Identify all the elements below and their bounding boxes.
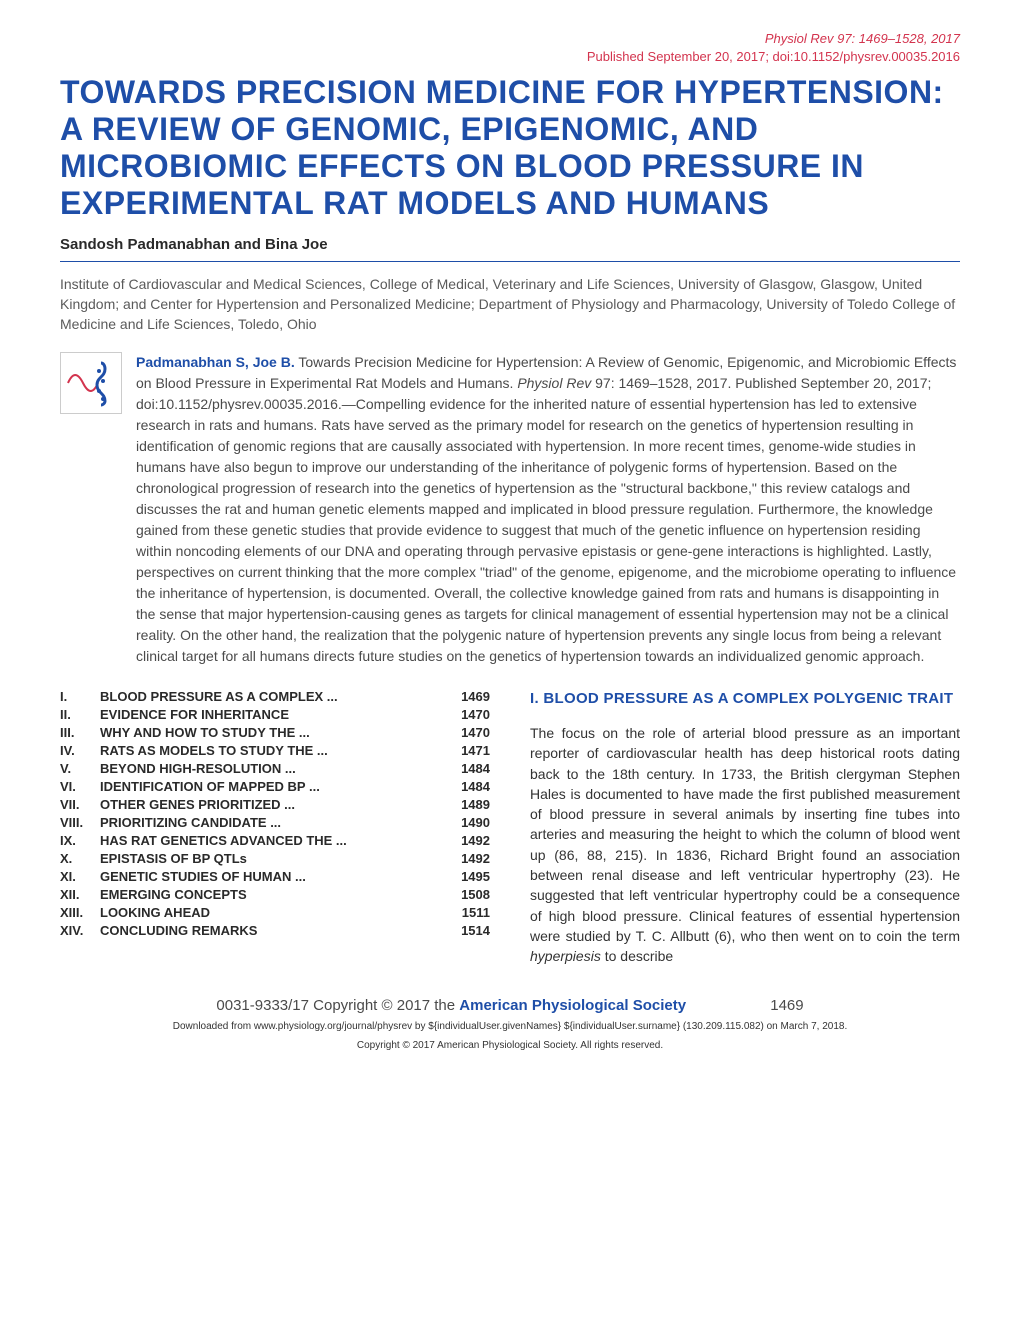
toc-page: 1484 bbox=[440, 761, 490, 776]
toc-row: XII. EMERGING CONCEPTS 1508 bbox=[60, 887, 490, 902]
toc-row: VIII. PRIORITIZING CANDIDATE ... 1490 bbox=[60, 815, 490, 830]
abstract-body: 97: 1469–1528, 2017. Published September… bbox=[136, 375, 956, 664]
toc-page: 1492 bbox=[440, 833, 490, 848]
toc-page: 1495 bbox=[440, 869, 490, 884]
toc-row: X. EPISTASIS OF BP QTLs 1492 bbox=[60, 851, 490, 866]
table-of-contents: I. BLOOD PRESSURE AS A COMPLEX ... 1469 … bbox=[60, 689, 490, 938]
abstract-text: Padmanabhan S, Joe B. Towards Precision … bbox=[136, 352, 960, 667]
copyright-pre: 0031-9333/17 Copyright © 2017 the bbox=[216, 997, 459, 1014]
article-title: TOWARDS PRECISION MEDICINE FOR HYPERTENS… bbox=[60, 74, 960, 221]
toc-num: V. bbox=[60, 761, 100, 776]
page-container: Physiol Rev 97: 1469–1528, 2017 Publishe… bbox=[0, 0, 1020, 1072]
toc-title: LOOKING AHEAD bbox=[100, 905, 440, 920]
toc-row: VI. IDENTIFICATION OF MAPPED BP ... 1484 bbox=[60, 779, 490, 794]
toc-page: 1514 bbox=[440, 923, 490, 938]
page-footer: 0031-9333/17 Copyright © 2017 the Americ… bbox=[60, 997, 960, 1052]
abstract-cite-authors: Padmanabhan S, Joe B. bbox=[136, 354, 295, 370]
toc-page: 1489 bbox=[440, 797, 490, 812]
toc-title: OTHER GENES PRIORITIZED ... bbox=[100, 797, 440, 812]
society-name: American Physiological Society bbox=[459, 997, 686, 1014]
toc-page: 1470 bbox=[440, 725, 490, 740]
toc-page: 1470 bbox=[440, 707, 490, 722]
abstract-cite-journal: Physiol Rev bbox=[517, 375, 591, 391]
toc-num: VIII. bbox=[60, 815, 100, 830]
toc-row: VII. OTHER GENES PRIORITIZED ... 1489 bbox=[60, 797, 490, 812]
toc-num: X. bbox=[60, 851, 100, 866]
toc-num: I. bbox=[60, 689, 100, 704]
toc-title: EVIDENCE FOR INHERITANCE bbox=[100, 707, 440, 722]
toc-num: IV. bbox=[60, 743, 100, 758]
toc-num: III. bbox=[60, 725, 100, 740]
toc-row: IX. HAS RAT GENETICS ADVANCED THE ... 14… bbox=[60, 833, 490, 848]
page-number: 1469 bbox=[770, 997, 803, 1014]
toc-row: III. WHY AND HOW TO STUDY THE ... 1470 bbox=[60, 725, 490, 740]
footer-download-line: Downloaded from www.physiology.org/journ… bbox=[60, 1020, 960, 1033]
section-heading: I. BLOOD PRESSURE AS A COMPLEX POLYGENIC… bbox=[530, 689, 960, 709]
toc-title: WHY AND HOW TO STUDY THE ... bbox=[100, 725, 440, 740]
body-italic-term: hyperpiesis bbox=[530, 948, 601, 964]
toc-title: EMERGING CONCEPTS bbox=[100, 887, 440, 902]
body-post: to describe bbox=[601, 948, 673, 964]
two-column-layout: I. BLOOD PRESSURE AS A COMPLEX ... 1469 … bbox=[60, 689, 960, 966]
toc-row: II. EVIDENCE FOR INHERITANCE 1470 bbox=[60, 707, 490, 722]
toc-page: 1511 bbox=[440, 905, 490, 920]
toc-page: 1490 bbox=[440, 815, 490, 830]
toc-title: HAS RAT GENETICS ADVANCED THE ... bbox=[100, 833, 440, 848]
section-body: The focus on the role of arterial blood … bbox=[530, 723, 960, 967]
divider-top bbox=[60, 261, 960, 262]
right-column: I. BLOOD PRESSURE AS A COMPLEX POLYGENIC… bbox=[530, 689, 960, 966]
left-column: I. BLOOD PRESSURE AS A COMPLEX ... 1469 … bbox=[60, 689, 490, 966]
toc-title: EPISTASIS OF BP QTLs bbox=[100, 851, 440, 866]
toc-row: XI. GENETIC STUDIES OF HUMAN ... 1495 bbox=[60, 869, 490, 884]
toc-page: 1471 bbox=[440, 743, 490, 758]
toc-num: VII. bbox=[60, 797, 100, 812]
journal-metadata: Physiol Rev 97: 1469–1528, 2017 Publishe… bbox=[60, 30, 960, 66]
toc-row: XIII. LOOKING AHEAD 1511 bbox=[60, 905, 490, 920]
toc-num: VI. bbox=[60, 779, 100, 794]
toc-title: RATS AS MODELS TO STUDY THE ... bbox=[100, 743, 440, 758]
body-pre: The focus on the role of arterial blood … bbox=[530, 725, 960, 944]
footer-copyright: 0031-9333/17 Copyright © 2017 the Americ… bbox=[60, 997, 960, 1014]
toc-title: BLOOD PRESSURE AS A COMPLEX ... bbox=[100, 689, 440, 704]
toc-page: 1492 bbox=[440, 851, 490, 866]
journal-published: Published September 20, 2017; doi:10.115… bbox=[60, 48, 960, 66]
toc-title: GENETIC STUDIES OF HUMAN ... bbox=[100, 869, 440, 884]
toc-row: XIV. CONCLUDING REMARKS 1514 bbox=[60, 923, 490, 938]
toc-row: IV. RATS AS MODELS TO STUDY THE ... 1471 bbox=[60, 743, 490, 758]
toc-title: BEYOND HIGH-RESOLUTION ... bbox=[100, 761, 440, 776]
toc-title: PRIORITIZING CANDIDATE ... bbox=[100, 815, 440, 830]
toc-row: I. BLOOD PRESSURE AS A COMPLEX ... 1469 bbox=[60, 689, 490, 704]
abstract-block: Padmanabhan S, Joe B. Towards Precision … bbox=[60, 352, 960, 667]
affiliation: Institute of Cardiovascular and Medical … bbox=[60, 274, 960, 335]
toc-page: 1484 bbox=[440, 779, 490, 794]
journal-citation: Physiol Rev 97: 1469–1528, 2017 bbox=[60, 30, 960, 48]
toc-title: CONCLUDING REMARKS bbox=[100, 923, 440, 938]
toc-num: IX. bbox=[60, 833, 100, 848]
footer-rights-line: Copyright © 2017 American Physiological … bbox=[60, 1039, 960, 1052]
toc-num: II. bbox=[60, 707, 100, 722]
toc-page: 1469 bbox=[440, 689, 490, 704]
toc-page: 1508 bbox=[440, 887, 490, 902]
journal-logo-icon bbox=[60, 352, 122, 414]
toc-title: IDENTIFICATION OF MAPPED BP ... bbox=[100, 779, 440, 794]
authors: Sandosh Padmanabhan and Bina Joe bbox=[60, 236, 960, 253]
toc-row: V. BEYOND HIGH-RESOLUTION ... 1484 bbox=[60, 761, 490, 776]
toc-num: XII. bbox=[60, 887, 100, 902]
toc-num: XIV. bbox=[60, 923, 100, 938]
toc-num: XI. bbox=[60, 869, 100, 884]
toc-num: XIII. bbox=[60, 905, 100, 920]
